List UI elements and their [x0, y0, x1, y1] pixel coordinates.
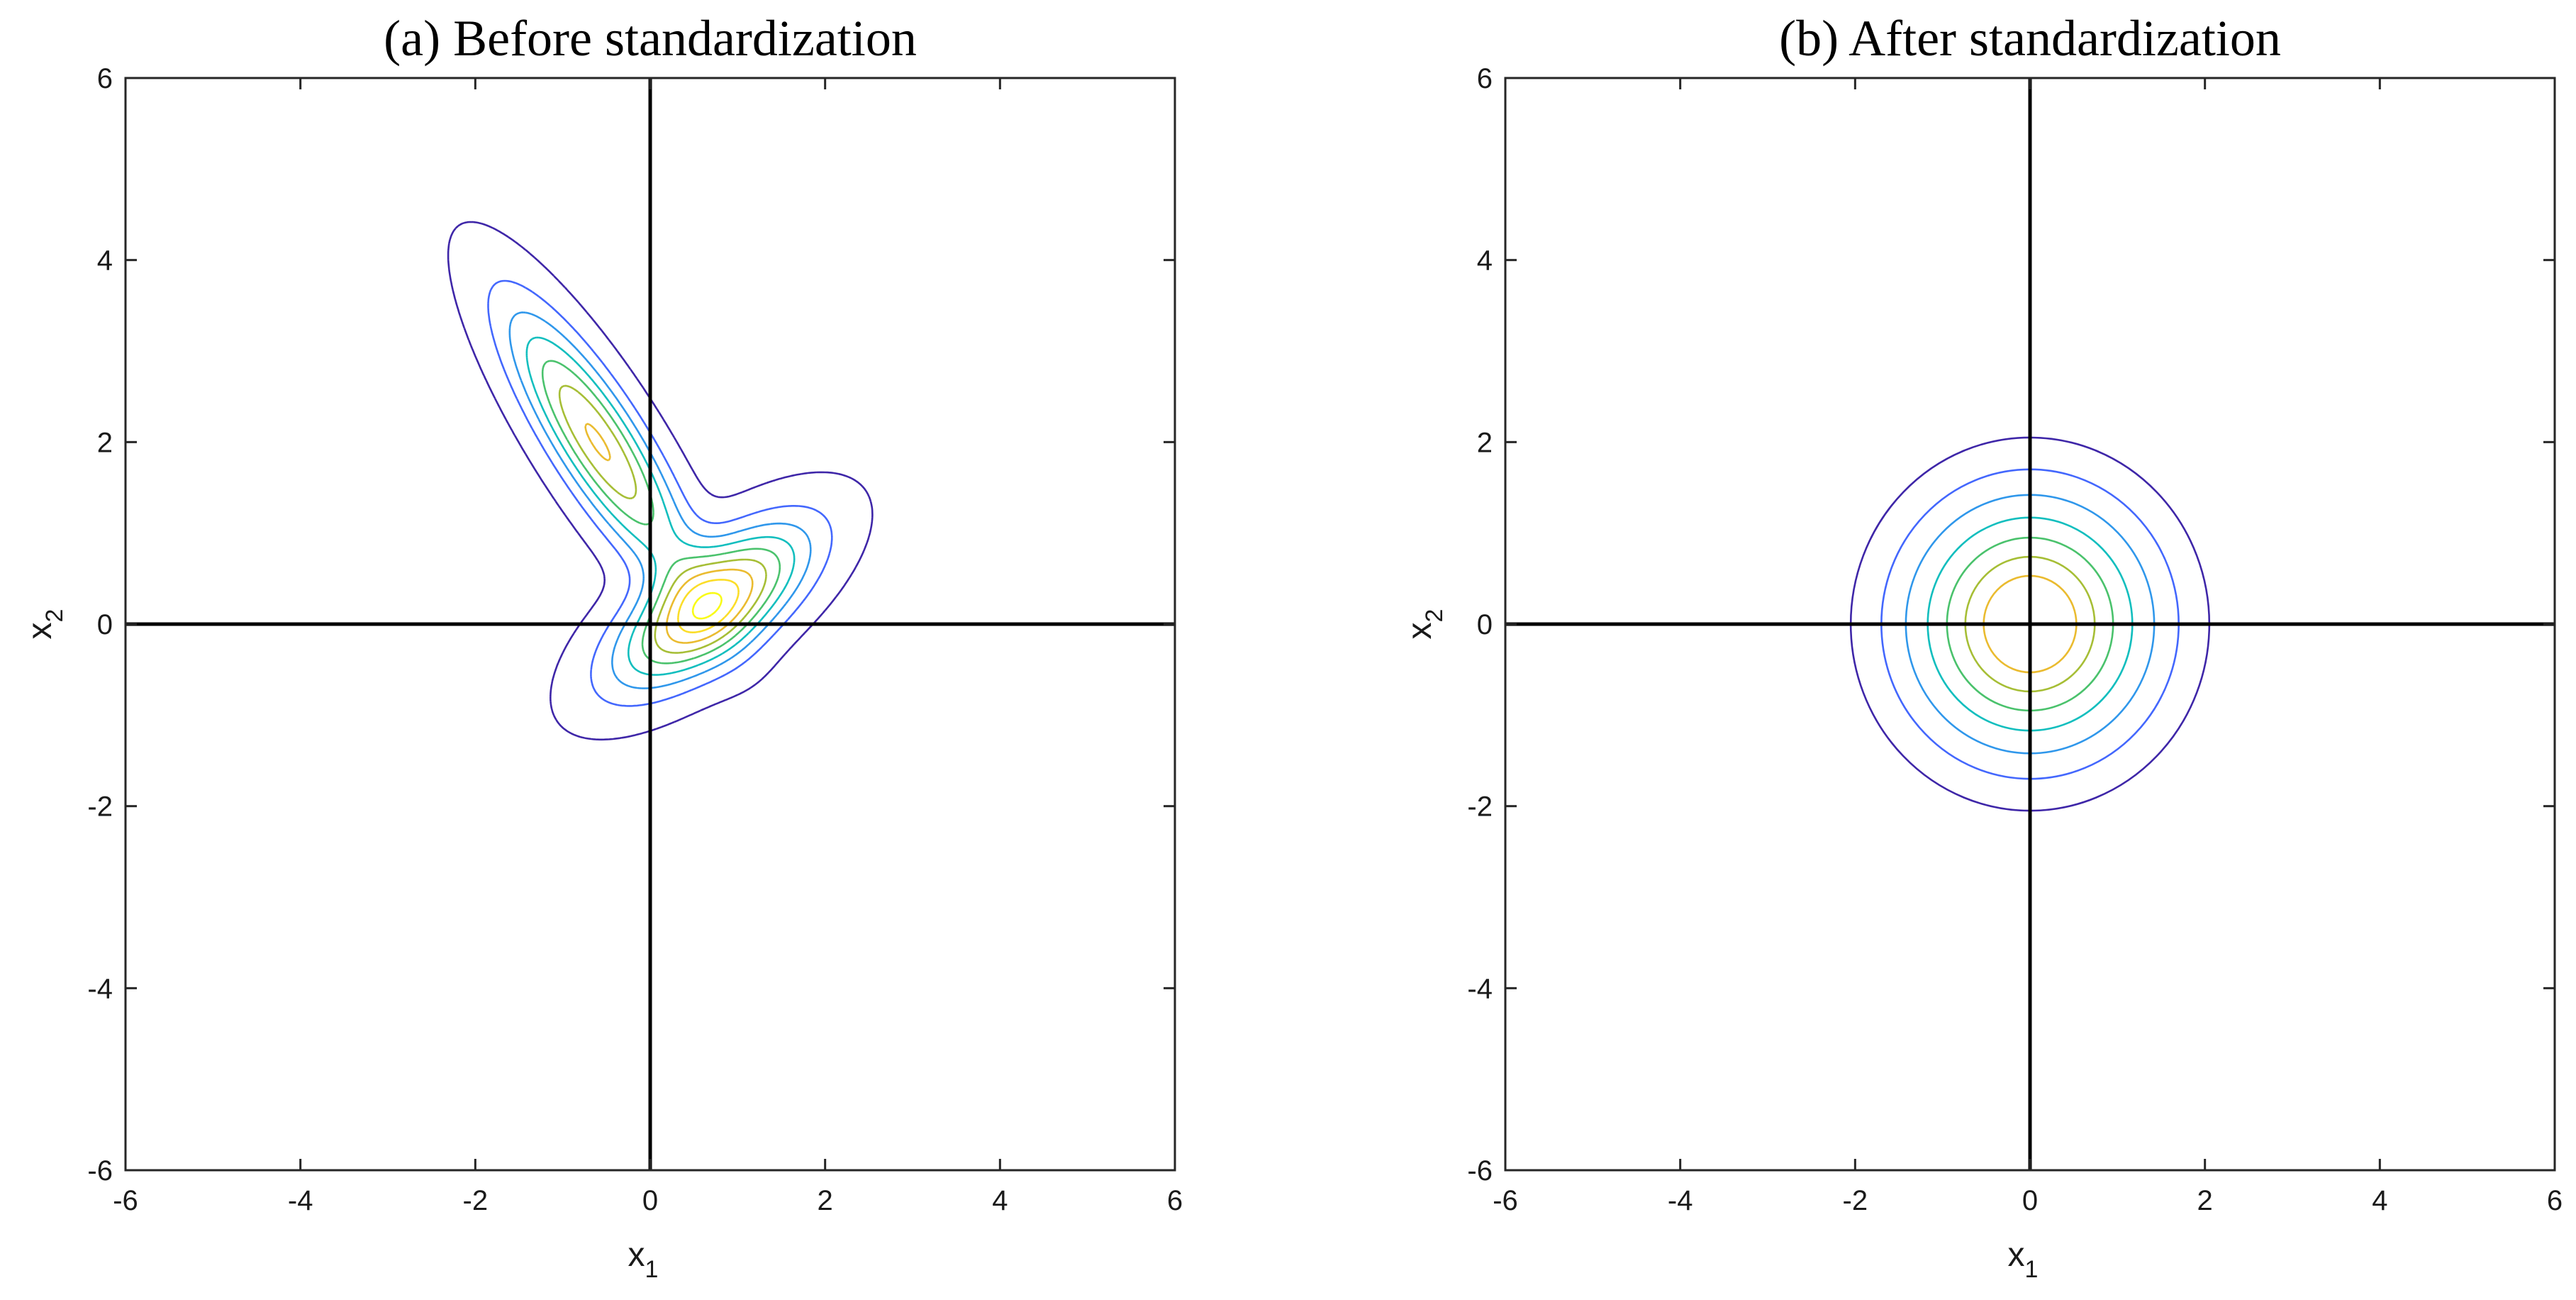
panel-b: (b) After standardization -6 -4 -2 0 2 4 6 -6 -4 -… — [1401, 10, 2563, 1283]
x-tick-label: 6 — [2547, 1185, 2563, 1216]
y-tick-label: -6 — [1467, 1155, 1493, 1187]
contour-level-5 — [541, 360, 781, 665]
y-tick-label: 6 — [1477, 63, 1493, 94]
panel-title: (a) Before standardization — [384, 10, 917, 67]
x-tick-label: 6 — [1167, 1185, 1183, 1216]
x-tick-label: -2 — [1843, 1185, 1868, 1216]
y-tick-label: 4 — [97, 245, 113, 277]
x-axis-label: x1 — [2008, 1236, 2039, 1283]
y-tick-label: 6 — [97, 63, 113, 94]
y-tick-label: -2 — [1467, 791, 1493, 823]
x-tick-label: 4 — [992, 1185, 1008, 1216]
x-tick-label: 2 — [2197, 1185, 2213, 1216]
y-tick-label: -2 — [87, 791, 113, 823]
y-tick-label: 0 — [1477, 609, 1493, 640]
y-tick-label: 4 — [1477, 245, 1493, 277]
y-tick-label: -6 — [87, 1155, 113, 1187]
x-tick-label: -6 — [113, 1185, 138, 1216]
contour-level-2 — [487, 279, 833, 707]
x-tick-label: -2 — [463, 1185, 489, 1216]
y-tick-label: 0 — [97, 609, 113, 640]
x-tick-label: 4 — [2372, 1185, 2387, 1216]
y-tick-label: -4 — [87, 973, 113, 1004]
contour-level-6 — [558, 384, 767, 654]
y-tick-label: -4 — [1467, 973, 1493, 1004]
y-tick-label: 2 — [1477, 427, 1493, 458]
x-tick-label: 2 — [818, 1185, 833, 1216]
x-tick-label: 0 — [642, 1185, 658, 1216]
contour-level-1 — [447, 221, 874, 741]
y-axis-label: x2 — [21, 609, 68, 640]
y-tick-label: 2 — [97, 427, 113, 458]
contour-level-9 — [691, 591, 723, 620]
x-tick-label: 0 — [2022, 1185, 2038, 1216]
x-axis-label: x1 — [628, 1236, 659, 1283]
x-tick-label: -6 — [1493, 1185, 1518, 1216]
x-tick-label: -4 — [288, 1185, 313, 1216]
x-tick-label: -4 — [1668, 1185, 1693, 1216]
contour-level-3 — [508, 311, 812, 689]
contour-level-7 — [584, 423, 754, 644]
contour-lines — [447, 221, 874, 741]
panel-a: (a) Before standardization -6 -4 -2 0 2 4 6 -6 -4… — [21, 10, 1183, 1283]
y-axis-label: x2 — [1401, 609, 1448, 640]
panel-title: (b) After standardization — [1779, 10, 2281, 67]
